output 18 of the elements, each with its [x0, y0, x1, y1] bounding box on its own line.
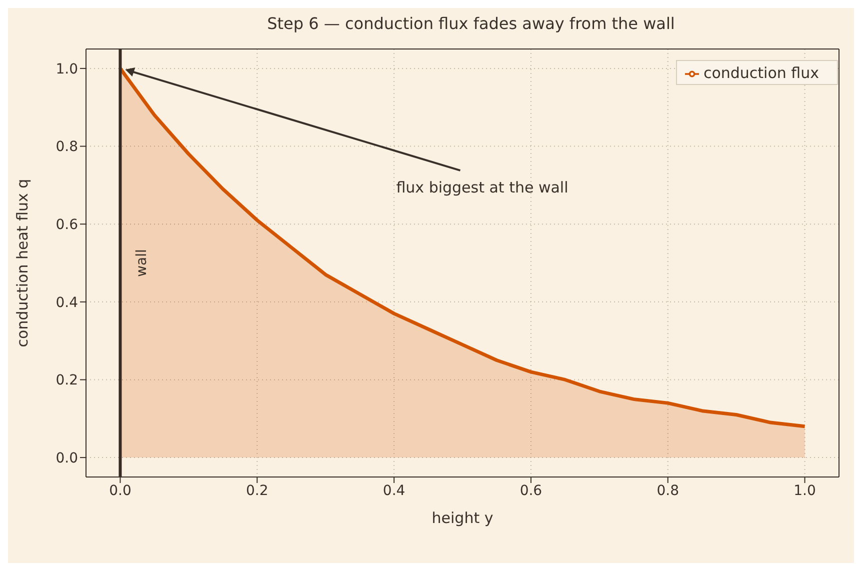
y-tick-label: 0.0	[56, 450, 78, 467]
chart-title: Step 6 — conduction flux fades away from the wall	[266, 13, 676, 35]
y-tick-label: 0.2	[56, 372, 78, 389]
x-tick-label: 0.8	[656, 482, 679, 499]
y-tick-label: 1.0	[56, 61, 78, 78]
legend-label: conduction flux	[703, 64, 819, 82]
y-axis-title: conduction heat flux q	[13, 178, 32, 348]
ref-line-label: wall	[134, 249, 150, 277]
y-tick-label: 0.6	[56, 217, 78, 234]
annotation: flux biggest at the wall	[396, 178, 568, 196]
x-tick-label: 0.2	[246, 482, 268, 499]
x-axis-title: height y	[432, 509, 494, 527]
y-tick-label: 0.8	[56, 139, 78, 156]
x-tick-label: 1.0	[794, 482, 816, 499]
x-tick-label: 0.4	[382, 482, 406, 499]
x-tick-label: 0.0	[109, 482, 132, 499]
x-tick-label: 0.6	[520, 482, 542, 499]
y-tick-label: 0.4	[56, 294, 78, 311]
